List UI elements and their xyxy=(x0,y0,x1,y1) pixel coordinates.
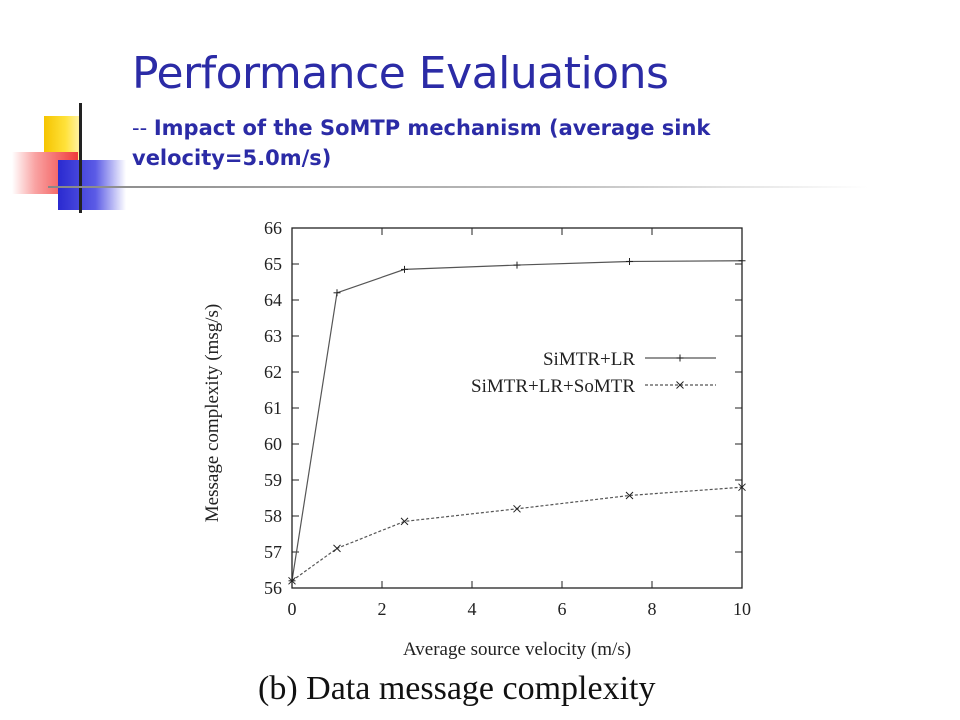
x-tick-label: 8 xyxy=(648,599,657,619)
y-tick-label: 63 xyxy=(264,326,282,346)
x-tick-label: 0 xyxy=(288,599,297,619)
series-1-point xyxy=(626,257,633,265)
series-line-2 xyxy=(291,486,743,582)
x-tick-label: 6 xyxy=(558,599,567,619)
y-tick-label: 61 xyxy=(264,398,282,418)
series-2-point xyxy=(333,544,341,553)
x-tick-label: 10 xyxy=(733,599,751,619)
y-tick-label: 62 xyxy=(264,362,282,382)
series-1-point xyxy=(513,261,521,269)
figure-caption: (b) Data message complexity xyxy=(258,670,656,707)
x-axis-label: Average source velocity (m/s) xyxy=(403,639,631,660)
y-tick-label: 57 xyxy=(264,542,282,562)
y-tick-label: 60 xyxy=(264,434,282,454)
y-tick-label: 58 xyxy=(264,506,282,526)
series-1-point xyxy=(333,289,341,297)
y-tick-label: 66 xyxy=(264,218,282,238)
legend-marker-2 xyxy=(676,381,684,389)
series-1-point xyxy=(401,265,408,273)
subtitle-prefix: -- xyxy=(132,116,148,140)
y-tick-label: 65 xyxy=(264,254,282,274)
series-2-point xyxy=(513,504,521,513)
decor-vertical-line xyxy=(79,103,82,213)
x-tick-label: 2 xyxy=(378,599,387,619)
plot-frame xyxy=(291,227,743,589)
series-2-point xyxy=(400,517,409,526)
y-tick-label: 59 xyxy=(264,470,282,490)
decor-blue-square xyxy=(58,160,126,210)
legend: SiMTR+LR SiMTR+LR+SoMTR xyxy=(471,349,716,397)
legend-label-2: SiMTR+LR+SoMTR xyxy=(471,376,635,397)
series-line-1 xyxy=(291,260,743,581)
y-ticks: 56 57 58 59 60 61 62 63 64 65 66 xyxy=(264,218,742,598)
legend-label-1: SiMTR+LR xyxy=(543,349,635,370)
subtitle-text: Impact of the SoMTP mechanism (average s… xyxy=(132,116,711,170)
y-tick-label: 56 xyxy=(264,578,282,598)
series-2-point xyxy=(625,491,634,500)
legend-marker-1 xyxy=(676,354,684,362)
x-tick-label: 4 xyxy=(468,599,477,619)
x-ticks: 0 2 4 6 8 10 xyxy=(288,228,751,619)
slide-subtitle: -- Impact of the SoMTP mechanism (averag… xyxy=(132,113,832,173)
y-axis-label: Message complexity (msg/s) xyxy=(202,304,223,522)
slide-title: Performance Evaluations xyxy=(132,48,669,99)
y-tick-label: 64 xyxy=(264,290,282,310)
chart-container: 56 57 58 59 60 61 62 63 64 65 66 0 2 4 6 8 10 SiMTR+LR S… xyxy=(180,205,780,675)
decor-horizontal-rule xyxy=(48,186,868,188)
series-layer xyxy=(288,257,746,585)
